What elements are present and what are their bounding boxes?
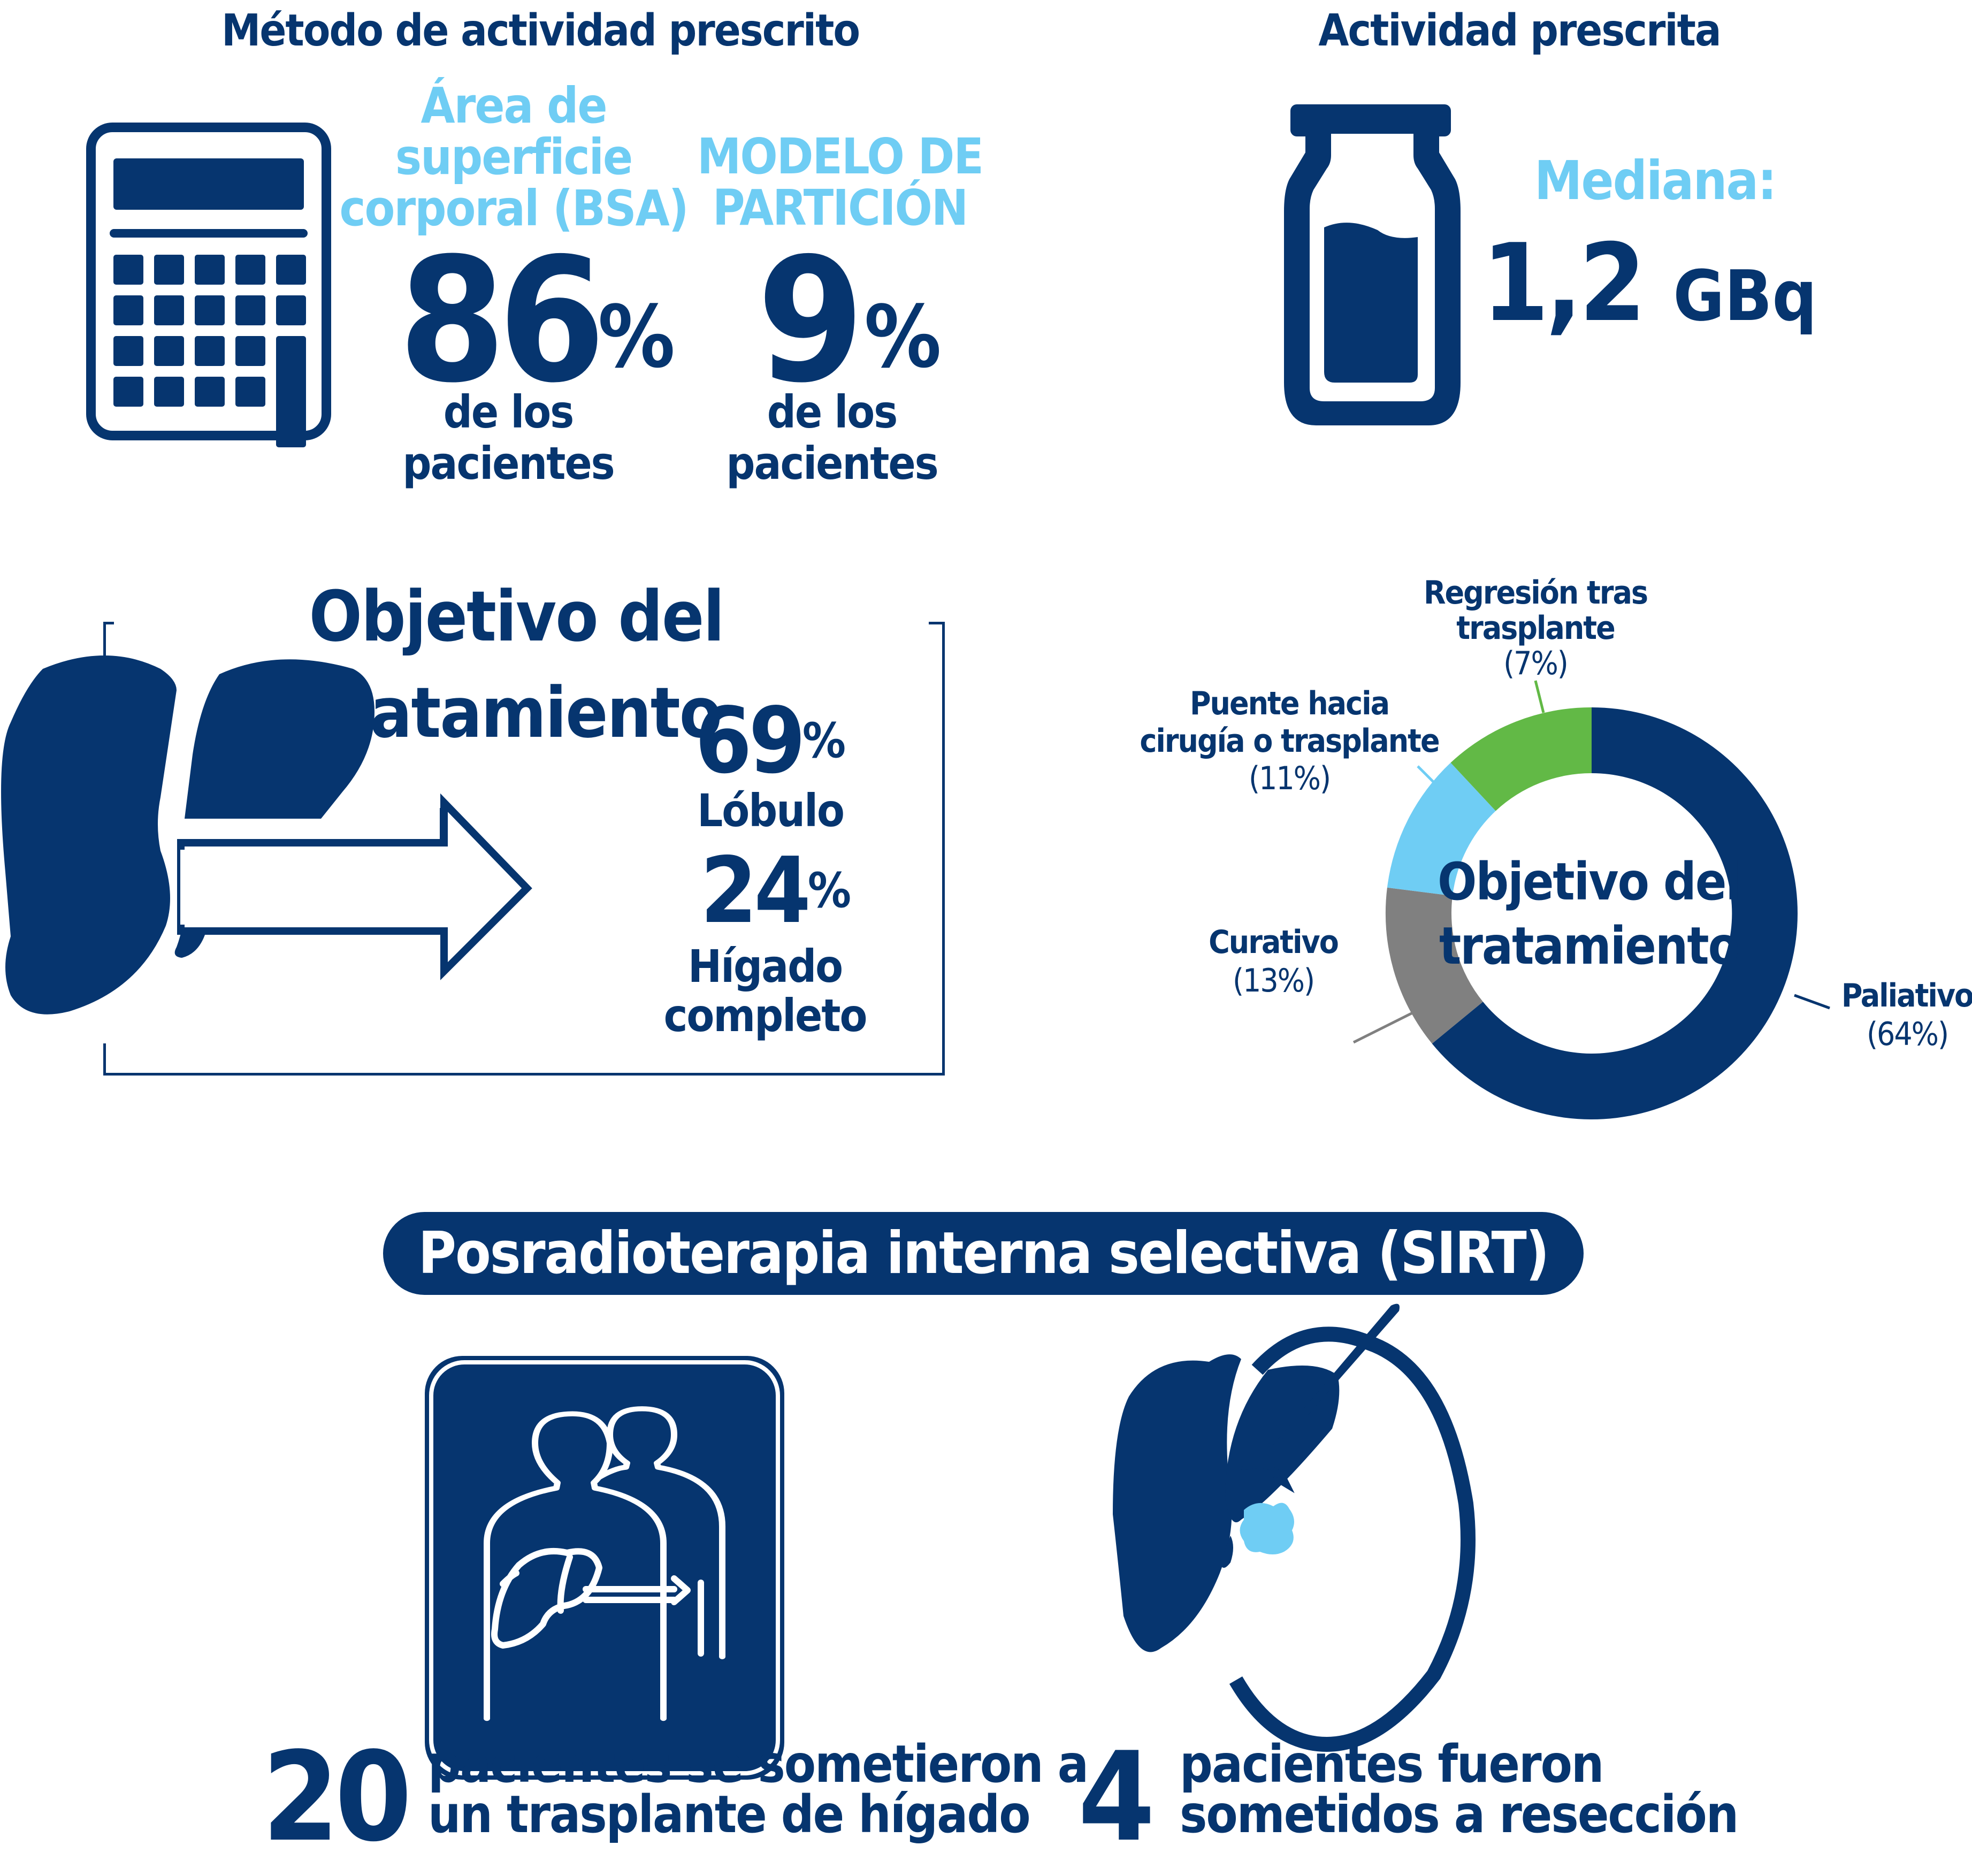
whole-unit: %: [807, 863, 851, 919]
label-puente: Puente hacia cirugía o trasplante (11%): [1123, 685, 1455, 797]
activity-title: Actividad prescrita: [1318, 5, 1721, 56]
bsa-sub: de los pacientes: [374, 386, 642, 489]
bsa-percent: 86%: [399, 235, 698, 407]
treatment-goal-donut-chart: [1352, 680, 1830, 1119]
bsa-label: Área de superficie corporal (BSA): [332, 80, 695, 234]
donut-segment-curativo: [1385, 887, 1483, 1044]
calculator-icon: [86, 123, 331, 447]
donut-segment-puente: [1387, 762, 1496, 896]
partition-unit: %: [864, 287, 942, 387]
median-value: 1,2 GBq: [1482, 225, 1817, 355]
whole-label: Hígado completo: [642, 942, 888, 1040]
label-puente-line-2: cirugía o trasplante: [1140, 722, 1440, 760]
label-paliativo-pct: (64%): [1866, 1016, 1949, 1053]
whole-label-line-2: completo: [663, 989, 868, 1042]
lobe-percent: 69%: [658, 690, 883, 792]
whole-percent: 24%: [663, 840, 888, 942]
resection-count: 4: [1078, 1726, 1155, 1869]
target-frame-top-left: [103, 622, 114, 624]
partition-sub-line-1: de los: [767, 386, 898, 438]
resection-text-line-2: sometidos a resección: [1180, 1785, 1739, 1844]
label-regresion-pct: (7%): [1503, 645, 1569, 682]
partition-label-line-1: MODELO DE: [697, 128, 984, 185]
resection-text: pacientes fueron sometidos a resección: [1180, 1734, 1739, 1844]
bsa-label-line-1: Área de: [421, 77, 607, 134]
liver-arrow-icon: [1, 655, 532, 1015]
post-sirt-banner: Posradioterapia interna selectiva (SIRT): [383, 1212, 1584, 1295]
label-curativo-line-1: Curativo: [1209, 924, 1339, 961]
partition-sub-line-2: pacientes: [726, 437, 938, 490]
method-title: Método de actividad prescrito: [221, 5, 860, 56]
label-regresion: Regresión tras trasplante (7%): [1370, 575, 1701, 681]
lobe-unit: %: [802, 713, 846, 769]
label-puente-line-1: Puente hacia: [1189, 685, 1390, 722]
median-number: 1,2: [1482, 221, 1646, 346]
partition-label: MODELO DE PARTICIÓN: [690, 131, 990, 234]
bsa-unit: %: [598, 287, 675, 387]
bsa-sub-line-2: pacientes: [402, 437, 615, 490]
liver-resection-icon: [1113, 1303, 1476, 1752]
label-curativo-pct: (13%): [1232, 962, 1315, 1000]
whole-value: 24: [700, 838, 811, 944]
bsa-value: 86: [399, 222, 606, 421]
label-puente-pct: (11%): [1248, 760, 1331, 797]
bsa-label-line-2: superficie: [395, 128, 633, 186]
partition-sub: de los pacientes: [698, 386, 966, 489]
vial-icon: [1284, 104, 1461, 425]
liver-transplant-icon: [425, 1356, 784, 1780]
donut-center-label: Objetivo del tratamiento: [1412, 850, 1765, 978]
label-regresion-line-2: trasplante: [1456, 609, 1615, 647]
donut-segment-regresion: [1450, 707, 1592, 811]
donut-center-line-2: tratamiento: [1439, 916, 1740, 976]
label-paliativo-line-1: Paliativo: [1841, 977, 1972, 1015]
partition-percent: 9%: [757, 235, 971, 407]
transplant-text-line-2: un trasplante de hígado: [428, 1785, 1031, 1844]
median-unit: GBq: [1673, 255, 1817, 337]
transplant-count: 20: [262, 1726, 412, 1869]
transplant-text: pacientes se sometieron a un trasplante …: [428, 1734, 1089, 1844]
bsa-label-line-3: corporal (BSA): [339, 180, 689, 237]
median-label: Mediana:: [1534, 149, 1777, 212]
target-frame-top-right: [929, 622, 942, 624]
bsa-sub-line-1: de los: [443, 386, 574, 438]
donut-segment-paliativo: [1432, 707, 1798, 1119]
lobe-label: Lóbulo: [697, 784, 845, 837]
lobe-value: 69: [695, 688, 806, 794]
donut-center-line-1: Objetivo del: [1438, 852, 1741, 912]
whole-label-line-1: Hígado: [687, 940, 843, 993]
transplant-text-line-1: pacientes se sometieron a: [428, 1734, 1089, 1794]
partition-value: 9: [757, 222, 865, 421]
label-regresion-line-1: Regresión tras: [1423, 574, 1648, 612]
partition-label-line-2: PARTICIÓN: [712, 179, 968, 237]
label-curativo: Curativo (13%): [1177, 923, 1370, 1000]
label-paliativo: Paliativo (64%): [1819, 977, 1972, 1054]
resection-text-line-1: pacientes fueron: [1180, 1734, 1604, 1794]
